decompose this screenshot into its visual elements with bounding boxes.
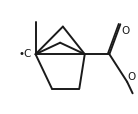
Text: •C: •C — [19, 49, 32, 58]
Text: O: O — [128, 72, 136, 82]
Text: O: O — [122, 26, 130, 36]
